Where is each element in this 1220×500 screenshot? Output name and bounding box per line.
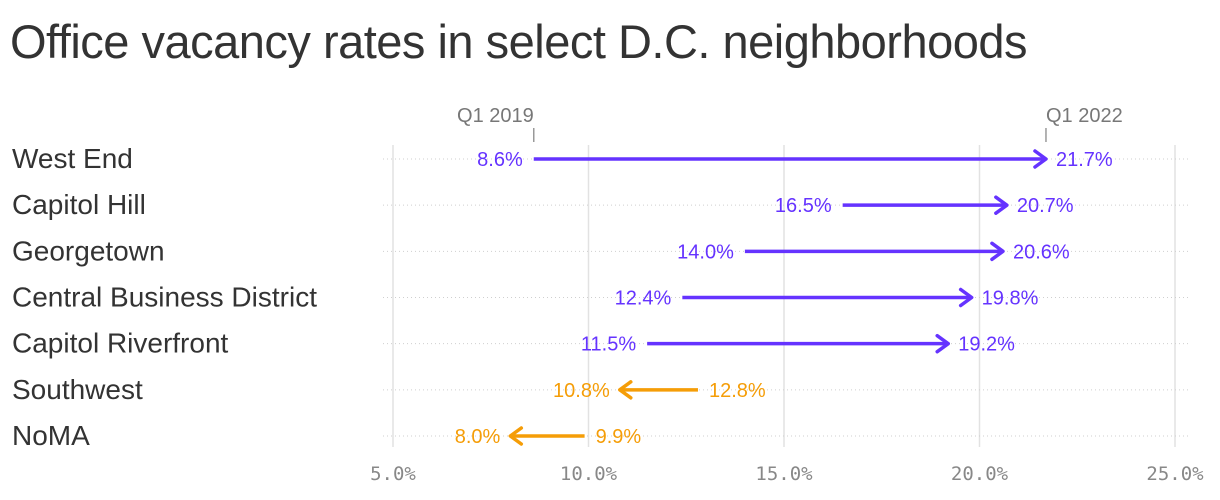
end-value-label: 19.2%: [958, 334, 1015, 356]
arrow-head: [508, 426, 524, 446]
start-value-label: 12.4%: [615, 288, 672, 310]
x-axis: 5.0% 10.0% 15.0% 20.0% 25.0%: [370, 463, 1204, 485]
x-tick-label: 20.0%: [951, 463, 1009, 485]
x-tick-label: 15.0%: [755, 463, 813, 485]
x-tick-label: 5.0%: [370, 463, 416, 485]
start-value-label: 11.5%: [581, 334, 636, 356]
row-label: Southwest: [12, 374, 143, 405]
end-value-label: 21.7%: [1056, 149, 1113, 171]
period-markers: Q1 2019 Q1 2022: [457, 105, 1123, 142]
arrow-head: [1033, 149, 1048, 169]
row-label: Capitol Riverfront: [12, 328, 229, 359]
arrow-head: [935, 333, 950, 354]
start-value-label: 12.8%: [709, 380, 766, 402]
rows: West End 8.6% 21.7% Capitol Hill 16.5% 20.7% G…: [12, 143, 1113, 451]
row-label: Central Business District: [12, 282, 317, 313]
row-label: West End: [12, 143, 133, 174]
end-value-label: 8.0%: [455, 426, 501, 448]
period-end-label: Q1 2022: [1046, 105, 1123, 127]
x-tick-label: 25.0%: [1146, 463, 1204, 485]
period-start-label: Q1 2019: [457, 105, 534, 127]
end-value-label: 19.8%: [982, 288, 1039, 310]
arrow-head: [958, 287, 974, 308]
row-label: Capitol Hill: [12, 189, 146, 220]
arrow-head: [990, 241, 1005, 262]
arrow-head: [994, 195, 1009, 215]
start-value-label: 14.0%: [677, 241, 734, 263]
start-value-label: 8.6%: [477, 149, 523, 171]
start-value-label: 9.9%: [596, 426, 642, 448]
end-value-label: 20.6%: [1013, 241, 1070, 263]
row-label: NoMA: [12, 420, 90, 451]
row-label: Georgetown: [12, 235, 165, 266]
x-tick-label: 10.0%: [560, 463, 618, 485]
start-value-label: 16.5%: [775, 195, 832, 217]
chart-title: Office vacancy rates in select D.C. neig…: [10, 15, 1028, 68]
end-value-label: 20.7%: [1017, 195, 1074, 217]
arrow-head: [618, 380, 633, 400]
end-value-label: 10.8%: [553, 380, 610, 402]
